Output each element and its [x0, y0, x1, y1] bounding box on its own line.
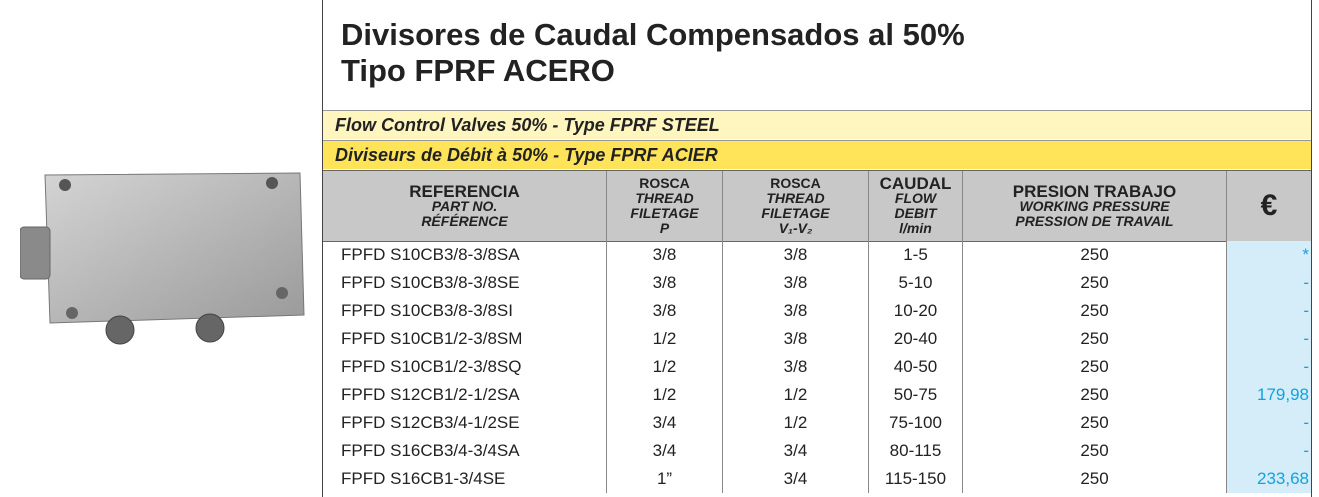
header-text: CAUDAL	[880, 176, 952, 191]
table-cell: FPFD S12CB3/4-1/2SE	[323, 409, 607, 437]
header-text: ROSCA	[770, 176, 821, 191]
table-cell: 233,68	[1227, 465, 1311, 493]
header-text: l/min	[899, 221, 932, 236]
table-cell: FPFD S10CB1/2-3/8SQ	[323, 353, 607, 381]
table-cell: 3/4	[723, 465, 869, 493]
table-cell: FPFD S10CB3/8-3/8SI	[323, 297, 607, 325]
table-cell: 1/2	[723, 409, 869, 437]
table-cell: 3/8	[723, 241, 869, 269]
table-cell: 3/8	[607, 297, 723, 325]
header-text: FILETAGE	[630, 206, 698, 221]
table-cell: 3/8	[723, 325, 869, 353]
table-cell: 179,98	[1227, 381, 1311, 409]
table-cell: 1/2	[607, 353, 723, 381]
table-cell: FPFD S10CB1/2-3/8SM	[323, 325, 607, 353]
table-cell: 250	[963, 381, 1227, 409]
table-cell: 250	[963, 269, 1227, 297]
table-cell: 3/8	[607, 241, 723, 269]
table-cell: 250	[963, 241, 1227, 269]
table-cell: 40-50	[869, 353, 963, 381]
table-cell: 1/2	[723, 381, 869, 409]
table-cell: 75-100	[869, 409, 963, 437]
table-cell: -	[1227, 269, 1311, 297]
table-cell: 250	[963, 437, 1227, 465]
table-cell: 3/4	[607, 409, 723, 437]
header-text: FILETAGE	[761, 206, 829, 221]
header-text: RÉFÉRENCE	[421, 214, 507, 229]
table-cell: -	[1227, 409, 1311, 437]
table-cell: 250	[963, 325, 1227, 353]
header-text: THREAD	[635, 191, 693, 206]
header-text: FLOW	[895, 191, 936, 206]
table-cell: 1/2	[607, 381, 723, 409]
header-text: THREAD	[766, 191, 824, 206]
title: Tipo FPRF ACERO	[341, 54, 615, 88]
table-cell: 115-150	[869, 465, 963, 493]
table-cell: FPFD S16CB1-3/4SE	[323, 465, 607, 493]
table-cell: -	[1227, 353, 1311, 381]
table-cell: 250	[963, 465, 1227, 493]
column-header: €	[1227, 171, 1311, 241]
table-cell: 3/8	[723, 297, 869, 325]
header-text: P	[660, 221, 669, 236]
table-cell: 3/8	[723, 269, 869, 297]
table-cell: FPFD S10CB3/8-3/8SA	[323, 241, 607, 269]
header-text: PART NO.	[432, 199, 498, 214]
table-cell: -	[1227, 437, 1311, 465]
table-cell: 250	[963, 353, 1227, 381]
table-cell: 50-75	[869, 381, 963, 409]
table-cell: -	[1227, 297, 1311, 325]
page: Divisores de Caudal Compensados al 50% T…	[0, 0, 1319, 497]
title: Divisores de Caudal Compensados al 50%	[341, 18, 965, 52]
table-cell: FPFD S16CB3/4-3/4SA	[323, 437, 607, 465]
table-cell: 3/8	[607, 269, 723, 297]
header-text: PRESSION DE TRAVAIL	[1015, 214, 1173, 229]
table-cell: 3/8	[723, 353, 869, 381]
table-cell: 250	[963, 297, 1227, 325]
subtitle: Diviseurs de Débit à 50% - Type FPRF ACI…	[323, 140, 1311, 169]
product-photo	[20, 165, 310, 345]
subtitle: Flow Control Valves 50% - Type FPRF STEE…	[323, 110, 1311, 139]
table-cell: 1-5	[869, 241, 963, 269]
table-cell: 3/4	[607, 437, 723, 465]
header-text: WORKING PRESSURE	[1019, 199, 1169, 214]
table-cell: 1/2	[607, 325, 723, 353]
panel: Divisores de Caudal Compensados al 50% T…	[322, 0, 1312, 497]
table-cell: 1”	[607, 465, 723, 493]
table-cell: 80-115	[869, 437, 963, 465]
header-text: REFERENCIA	[409, 184, 520, 199]
table-cell: 20-40	[869, 325, 963, 353]
header-text: V₁-V₂	[779, 221, 813, 236]
table-cell: FPFD S12CB1/2-1/2SA	[323, 381, 607, 409]
header-text: DEBIT	[895, 206, 937, 221]
table-cell: *	[1227, 241, 1311, 269]
table-cell: 10-20	[869, 297, 963, 325]
table-cell: 3/4	[723, 437, 869, 465]
table-cell: FPFD S10CB3/8-3/8SE	[323, 269, 607, 297]
table-cell: -	[1227, 325, 1311, 353]
header-text: PRESION TRABAJO	[1013, 184, 1176, 199]
table-cell: 5-10	[869, 269, 963, 297]
header-text: ROSCA	[639, 176, 690, 191]
table-cell: 250	[963, 409, 1227, 437]
header-text: €	[1261, 191, 1278, 221]
